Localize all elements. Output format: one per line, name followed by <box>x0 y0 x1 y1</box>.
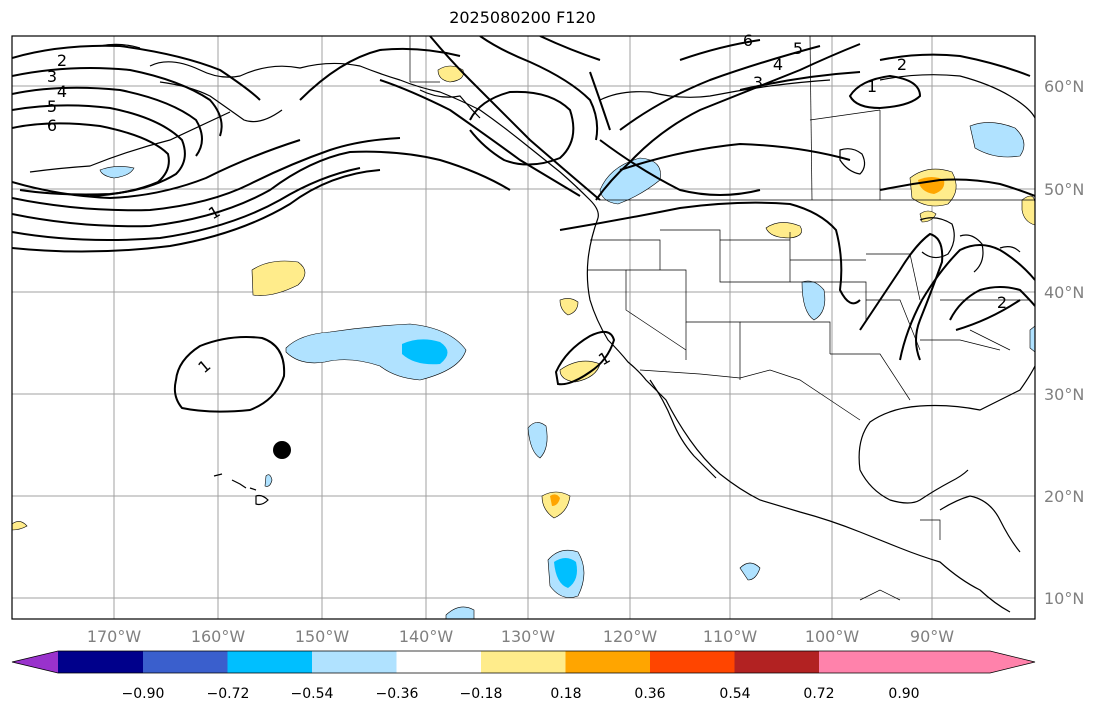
lon-label-130w: 130°W <box>501 627 556 646</box>
contour-label: 6 <box>743 31 753 50</box>
colorbar-extend-high <box>990 651 1035 673</box>
contour-label: 5 <box>793 39 803 58</box>
colorbar-tick-label: −0.54 <box>291 686 334 702</box>
positive-area <box>765 222 802 239</box>
colorbar <box>11 650 1036 674</box>
colorbar-segment <box>396 651 481 673</box>
colorbar-segment <box>227 651 312 673</box>
positive-area <box>550 494 560 506</box>
contour-label: 1 <box>867 77 877 96</box>
colorbar-segment <box>734 651 819 673</box>
coastlines <box>29 43 1035 613</box>
colorbar-tick-label: −0.18 <box>460 686 503 702</box>
lat-label-40: 40°N <box>1044 283 1084 302</box>
colorbar-tick-label: 0.72 <box>803 686 834 702</box>
contours <box>12 36 1035 413</box>
contour-label: 6 <box>47 116 57 135</box>
lat-label-30: 30°N <box>1044 385 1084 404</box>
colorbar-tick-label: 0.18 <box>550 686 581 702</box>
colorbar-segment <box>143 651 228 673</box>
negative-area <box>739 562 761 581</box>
lat-label-60: 60°N <box>1044 77 1084 96</box>
lat-label-20: 20°N <box>1044 487 1084 506</box>
colorbar-tick-label: −0.36 <box>376 686 419 702</box>
latitude-labels: 60°N 50°N 40°N 30°N 20°N 10°N <box>1044 77 1084 608</box>
negative-area <box>1029 325 1035 353</box>
negative-area <box>969 122 1025 158</box>
lon-label-170w: 170°W <box>87 627 142 646</box>
political-borders <box>409 36 1035 601</box>
colorbar-extend-low <box>12 651 58 673</box>
negative-area <box>99 166 135 179</box>
negative-area <box>402 339 448 365</box>
lon-label-90w: 90°W <box>910 627 954 646</box>
positive-area <box>559 298 579 316</box>
lon-label-150w: 150°W <box>295 627 350 646</box>
positive-area <box>12 521 28 531</box>
longitude-labels: 170°W 160°W 150°W 140°W 130°W 120°W 110°… <box>87 627 954 646</box>
colorbar-tick-label: −0.90 <box>122 686 165 702</box>
map-frame <box>11 35 1036 620</box>
colorbar-segment <box>481 651 566 673</box>
negative-area <box>285 323 467 381</box>
negative-area <box>554 558 577 588</box>
contour-label: 3 <box>47 67 57 86</box>
map-background <box>12 36 1035 619</box>
negative-area <box>264 474 273 487</box>
colorbar-tick-label: 0.90 <box>888 686 919 702</box>
colorbar-segment <box>650 651 735 673</box>
lon-label-140w: 140°W <box>399 627 454 646</box>
colorbar-tick-label: −0.72 <box>207 686 250 702</box>
contour-label: 4 <box>57 82 67 101</box>
colorbar-segment <box>819 651 990 673</box>
positive-area <box>541 491 571 519</box>
positive-area <box>437 65 464 83</box>
contour-label: 5 <box>47 97 57 116</box>
colorbar-segment <box>565 651 650 673</box>
contour-label: 3 <box>753 73 763 92</box>
storm-center-dot <box>273 441 291 459</box>
colorbar-segment <box>58 651 143 673</box>
lon-label-110w: 110°W <box>703 627 758 646</box>
colorbar-segment <box>312 651 397 673</box>
colorbar-tick-labels: −0.90 −0.72 −0.54 −0.36 −0.18 0.18 0.36 … <box>122 686 920 702</box>
contour-label: 2 <box>897 55 907 74</box>
contour-label: 2 <box>997 293 1007 312</box>
positive-area <box>251 260 306 296</box>
contour-label: 2 <box>57 51 67 70</box>
lon-label-100w: 100°W <box>805 627 860 646</box>
lat-label-10: 10°N <box>1044 589 1084 608</box>
positive-area <box>559 360 601 383</box>
lon-label-120w: 120°W <box>603 627 658 646</box>
colorbar-tick-label: 0.54 <box>719 686 750 702</box>
map-title: 2025080200 F120 <box>449 8 596 27</box>
lon-label-160w: 160°W <box>191 627 246 646</box>
negative-area <box>445 606 475 619</box>
colorbar-outline <box>11 650 1036 674</box>
negative-area <box>527 422 548 459</box>
positive-area <box>1021 195 1035 226</box>
shaded-anomalies <box>12 65 1035 619</box>
lat-label-50: 50°N <box>1044 180 1084 199</box>
colorbar-tick-label: 0.36 <box>634 686 665 702</box>
contour-label: 4 <box>773 55 783 74</box>
